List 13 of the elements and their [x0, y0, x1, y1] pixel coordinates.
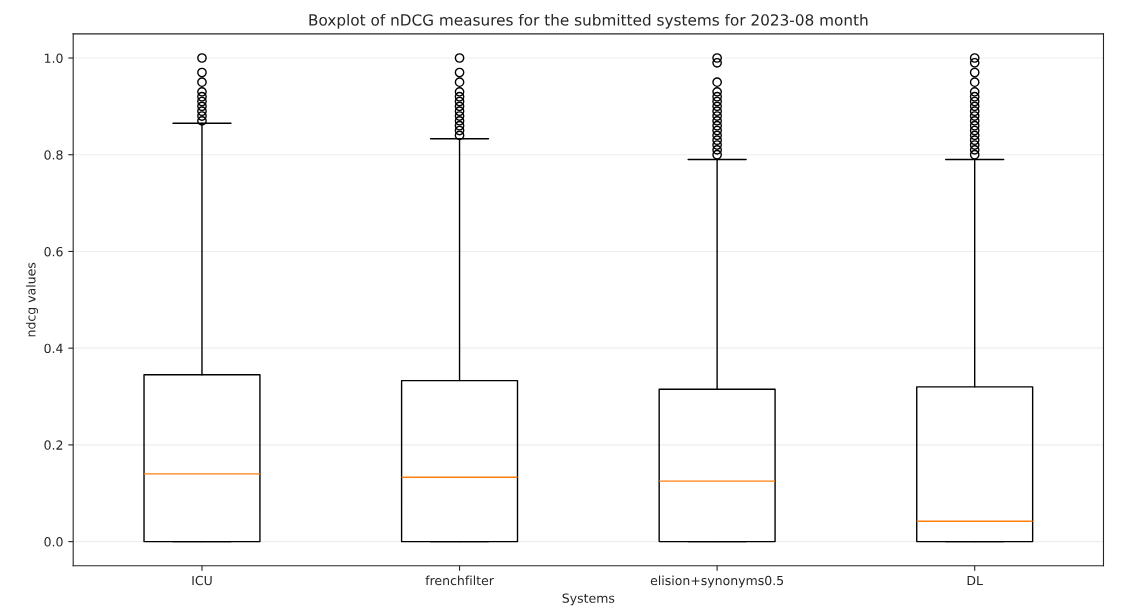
y-tick-label: 0.2: [44, 440, 63, 450]
x-tick-label: DL: [967, 575, 983, 586]
y-axis-title: ndcg values: [25, 262, 39, 337]
chart-title: Boxplot of nDCG measures for the submitted systems for 2023-08 month: [309, 13, 868, 29]
y-tick-label: 0.8: [44, 150, 63, 160]
x-tick-label: elision+synonyms0.5: [650, 575, 784, 588]
y-tick-label: 0.4: [44, 343, 63, 354]
x-tick-label: frenchfilter: [425, 575, 494, 586]
y-tick-label: 0.6: [44, 246, 63, 257]
x-axis-title: Systems: [562, 593, 615, 606]
y-tick-label: 0.0: [44, 537, 63, 547]
y-tick-label: 1.0: [44, 53, 63, 63]
x-tick-label: ICU: [192, 575, 212, 586]
